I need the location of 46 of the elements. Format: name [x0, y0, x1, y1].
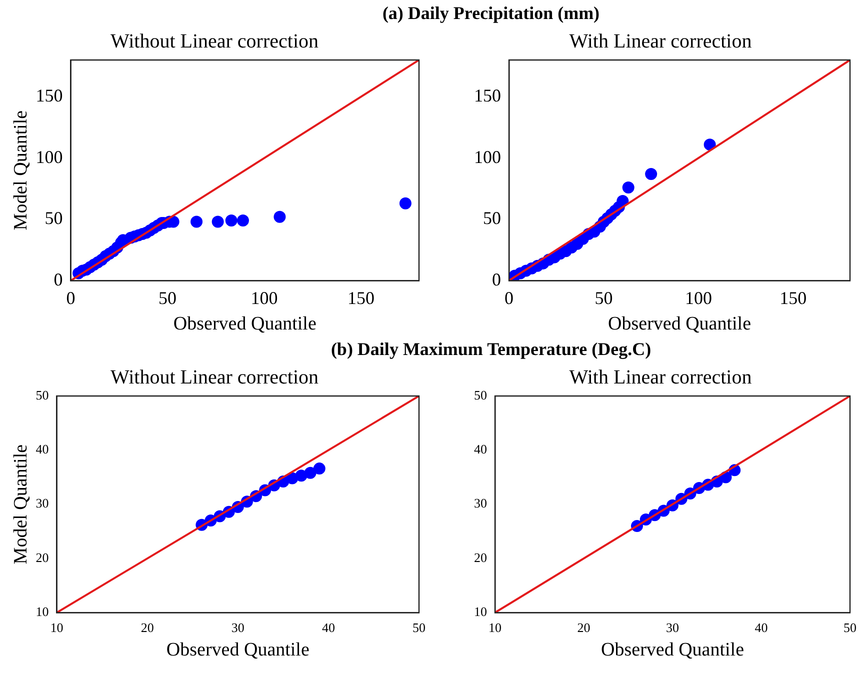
y-tick-label: 30 [36, 496, 49, 511]
x-tick-label: 50 [844, 620, 856, 635]
x-tick-label: 30 [231, 620, 244, 635]
y-axis-title: Model Quantile [10, 110, 32, 230]
x-tick-label: 50 [158, 288, 177, 308]
x-axis-title: Observed Quantile [608, 314, 751, 335]
y-tick-label: 20 [36, 550, 49, 565]
y-tick-label: 150 [474, 86, 501, 106]
chart-title: Without Linear correction [110, 30, 318, 52]
y-tick-label: 0 [54, 269, 63, 290]
x-tick-label: 30 [666, 620, 679, 635]
y-tick-label: 100 [36, 146, 63, 167]
y-tick-label: 20 [474, 550, 487, 565]
x-tick-label: 50 [594, 288, 613, 308]
x-axis-title: Observed Quantile [166, 640, 310, 661]
y-tick-label: 40 [474, 442, 487, 457]
x-axis-title: Observed Quantile [601, 640, 744, 661]
chart-title: With Linear correction [569, 30, 752, 52]
x-axis-title: Observed Quantile [173, 314, 316, 335]
x-tick-label: 20 [577, 620, 590, 635]
y-tick-label: 50 [36, 387, 49, 402]
y-tick-label: 50 [483, 208, 501, 228]
y-tick-label: 150 [36, 86, 63, 106]
y-tick-label: 50 [44, 208, 63, 228]
x-tick-label: 0 [66, 288, 76, 308]
chart-title: Without Linear correction [110, 366, 318, 388]
x-tick-label: 150 [347, 288, 374, 308]
y-tick-label: 50 [474, 387, 487, 402]
x-tick-label: 40 [754, 620, 768, 635]
x-tick-label: 150 [780, 288, 807, 308]
x-tick-label: 0 [504, 288, 514, 308]
y-tick-label: 0 [492, 269, 501, 290]
y-axis-title: Model Quantile [10, 444, 32, 564]
x-tick-label: 50 [412, 620, 426, 635]
x-tick-label: 40 [322, 620, 335, 635]
y-tick-label: 10 [474, 604, 487, 620]
x-tick-label: 100 [250, 288, 278, 308]
y-tick-label: 40 [36, 442, 49, 457]
y-tick-label: 10 [36, 604, 49, 620]
text: (b) Daily Maximum Temperature (Deg.C) [330, 338, 652, 361]
x-tick-label: 100 [684, 288, 712, 308]
chart-title: With Linear correction [569, 366, 752, 388]
y-tick-label: 30 [474, 496, 487, 511]
text: (a) Daily Precipitation (mm) [381, 2, 601, 25]
x-tick-label: 20 [140, 620, 154, 635]
y-tick-label: 100 [474, 146, 501, 167]
